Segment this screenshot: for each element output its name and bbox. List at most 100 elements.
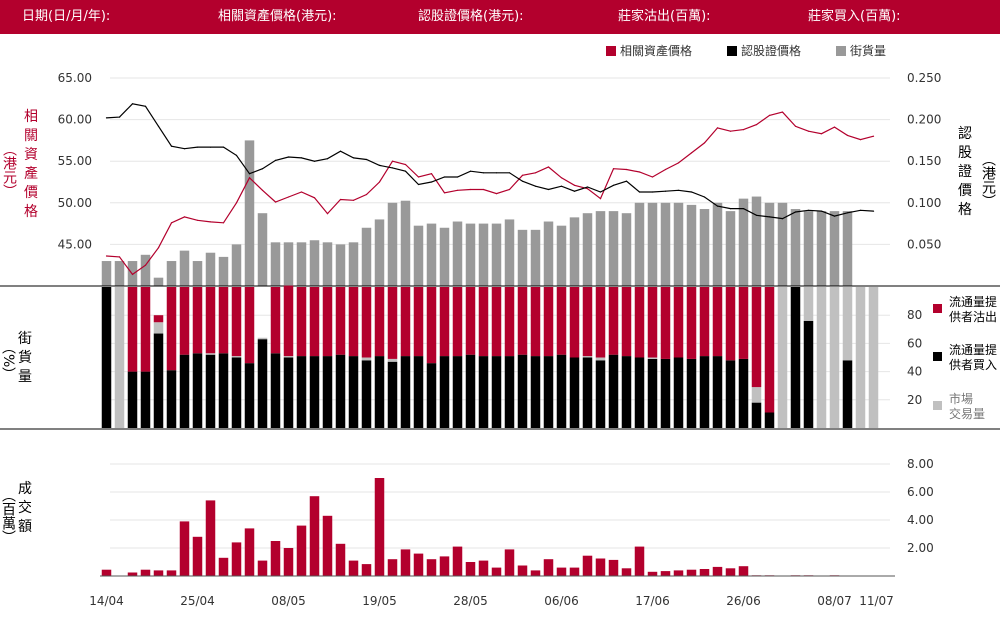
turnover-bar (244, 528, 255, 576)
y-turnover-tick-label: 2.00 (907, 541, 934, 555)
underlying-price-point (638, 171, 641, 173)
x-tick-label: 26/06 (726, 594, 761, 608)
y-left-tick-label: 50.00 (58, 196, 92, 210)
mm-sell-bar (218, 287, 229, 354)
y-pct-title-char: 貨 (18, 350, 32, 366)
outstanding-bar (738, 198, 749, 286)
legend-outstanding-text: 街貨量 (850, 44, 887, 58)
turnover-bar (374, 478, 385, 576)
outstanding-bar (634, 202, 645, 286)
mm-buy-bar (244, 363, 255, 428)
market-volume-bar (231, 356, 242, 358)
mm-sell-bar (751, 287, 762, 388)
pct-legend-text: 交易量 (949, 407, 986, 421)
pct-legend-text: 流通量提 (949, 343, 998, 357)
mm-buy-bar (218, 353, 229, 428)
pct-legend-text: 供者沽出 (949, 310, 998, 324)
warrant-price-point (716, 205, 719, 207)
mm-sell-bar (569, 287, 580, 358)
mm-buy-bar (465, 354, 476, 428)
warrant-price-point (547, 188, 550, 191)
market-volume-bar (387, 358, 398, 362)
y-right-unit: （港元） (980, 152, 996, 208)
warrant-price-point (638, 191, 641, 193)
underlying-price-point (248, 177, 251, 179)
market-volume-bar (595, 357, 606, 361)
turnover-bar (322, 515, 333, 576)
mm-buy-bar (296, 356, 307, 428)
market-volume-bar (582, 356, 593, 358)
turnover-bar (101, 569, 112, 576)
underlying-price-point (833, 126, 836, 128)
market-volume-bar (647, 357, 658, 359)
underlying-price-point (300, 191, 303, 193)
warrant-price-point (352, 157, 355, 159)
mm-sell-bar (270, 287, 281, 354)
warrant-price-point (313, 160, 316, 162)
turnover-bar (673, 570, 684, 576)
underlying-price-point (326, 213, 329, 215)
outstanding-bar (283, 242, 294, 286)
underlying-price-point (365, 193, 368, 196)
mm-buy-bar (621, 356, 632, 428)
market-volume-bar (855, 287, 866, 428)
outstanding-bar (569, 217, 580, 286)
pct-legend-swatch (933, 304, 942, 313)
outstanding-bar (842, 211, 853, 286)
y-pct-tick-label: 80 (907, 308, 922, 322)
outstanding-bar (140, 254, 151, 286)
mm-buy-bar (166, 370, 177, 428)
warrant-price-point (196, 146, 199, 148)
underlying-price-point (599, 198, 602, 200)
underlying-price-point (196, 219, 199, 221)
warrant-price-point (846, 212, 849, 214)
mm-sell-bar (244, 287, 255, 364)
market-volume-bar (257, 337, 268, 340)
y-left-tick-label: 45.00 (58, 237, 92, 251)
y-right-tick-label: 0.100 (907, 196, 941, 210)
turnover-bar (504, 549, 515, 576)
legend-underlying-text: 相關資產價格 (620, 44, 693, 58)
legend-warrant-swatch (727, 46, 737, 56)
outstanding-bar (582, 213, 593, 286)
underlying-price-point (625, 168, 628, 171)
underlying-price-point (560, 177, 563, 179)
mm-sell-bar (725, 287, 736, 361)
outstanding-bar (153, 277, 164, 286)
y-left-title-char: 資 (24, 147, 38, 163)
underlying-price-point (430, 173, 433, 175)
turnover-bar (413, 553, 424, 576)
underlying-price-point (664, 168, 667, 171)
mm-sell-bar (400, 287, 411, 357)
market-volume-bar (114, 287, 125, 428)
underlying-price-point (378, 181, 381, 183)
y-turnover-tick-label: 8.00 (907, 457, 934, 471)
y-pct-tick-label: 20 (907, 393, 922, 407)
warrant-price-point (105, 117, 108, 119)
underlying-price-point (651, 176, 654, 178)
x-tick-label: 28/05 (453, 594, 488, 608)
warrant-price-point (417, 183, 420, 186)
outstanding-bar (218, 256, 229, 286)
mm-buy-bar (153, 333, 164, 428)
outstanding-bar (478, 223, 489, 286)
underlying-price-point (781, 111, 784, 113)
turnover-bar (335, 543, 346, 576)
y-left-title-char: 格 (24, 204, 38, 220)
outstanding-bar (790, 209, 801, 286)
mm-buy-bar (569, 357, 580, 428)
mm-buy-bar (751, 402, 762, 428)
underlying-price-point (547, 166, 550, 168)
outstanding-bar (647, 202, 658, 286)
mm-sell-bar (686, 287, 697, 359)
mm-buy-bar (192, 353, 203, 428)
y-right-title-char: 股 (958, 145, 972, 161)
market-volume-bar (361, 357, 372, 361)
turnover-bar (361, 564, 372, 576)
mm-sell-bar (673, 287, 684, 358)
underlying-price-point (313, 197, 316, 199)
market-volume-bar (777, 287, 788, 428)
turnover-bar (634, 546, 645, 576)
turnover-bar (192, 536, 203, 576)
warrant-price-point (482, 172, 485, 174)
